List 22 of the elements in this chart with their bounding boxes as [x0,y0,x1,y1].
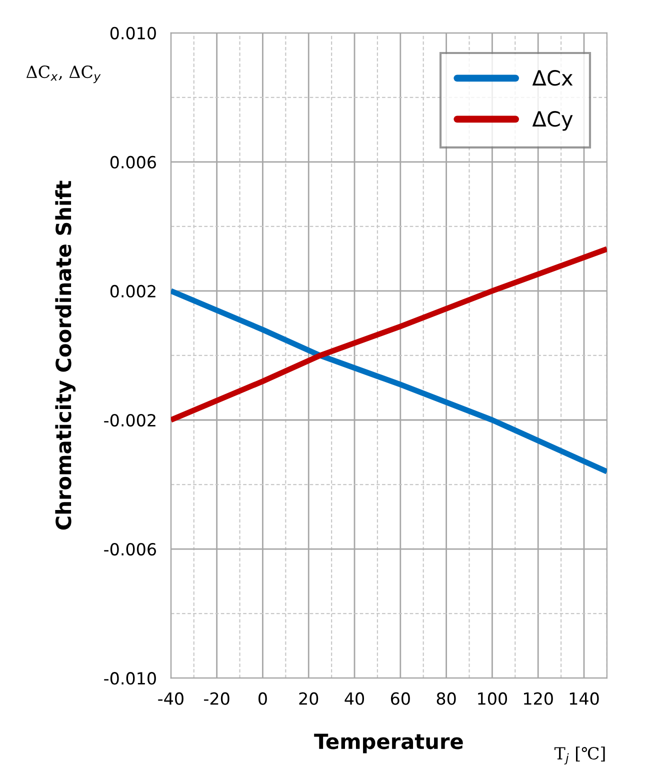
x-tick-label: 100 [478,692,507,705]
legend-label: ΔCx [532,70,573,86]
text: ΔC$_{x}$, ΔC$_{y}$ [26,66,101,84]
text: T$_{j}$ [℃] [554,746,605,765]
x-tick-label: 0 [258,692,267,705]
y-axis-title: Chromaticity Coordinate Shift [55,180,76,530]
x-axis-title: Temperature [314,734,463,754]
x-tick-label: 20 [299,692,318,705]
x-tick-label: 40 [344,692,364,705]
x-tick-label: 140 [570,692,599,705]
x-tick-label: -20 [204,692,230,705]
y-tick-label: 0.002 [110,284,156,298]
x-tick-label: 60 [390,692,410,705]
x-tick-label: 120 [524,692,553,705]
y-tick-label: -0.006 [104,543,156,556]
x-tick-label: -40 [158,692,184,705]
y-tick-label: -0.010 [104,672,156,685]
y-tick-label: -0.002 [104,414,156,427]
y-tick-label: 0.006 [110,156,156,168]
x-tick-label: 80 [436,692,456,705]
y-tick-label: 0.010 [110,26,156,40]
legend-label: ΔCy [532,111,573,131]
